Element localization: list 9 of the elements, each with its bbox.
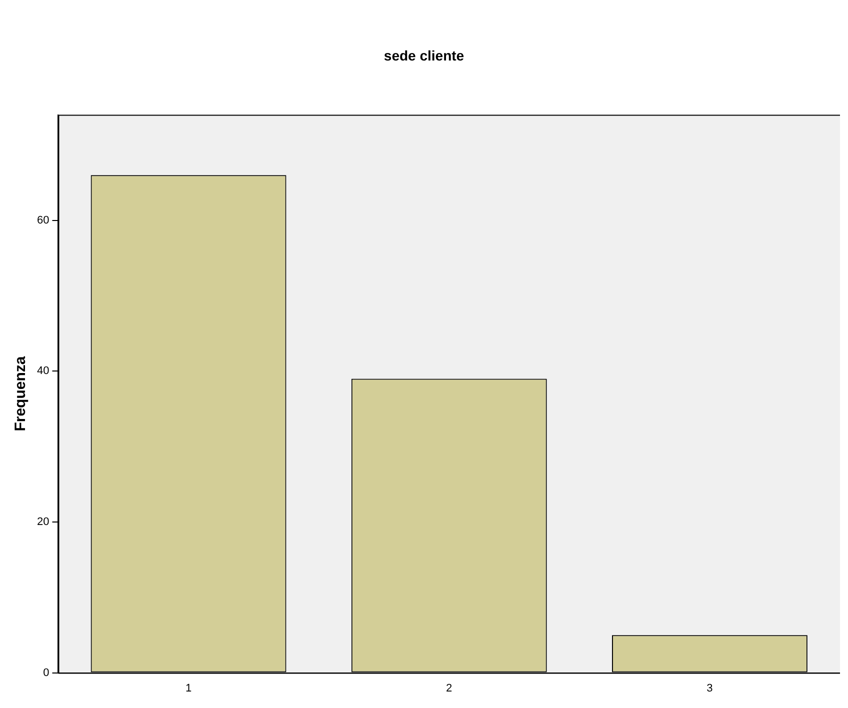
x-tick-label: 3 [706, 682, 713, 694]
y-tick-label: 0 [43, 666, 50, 679]
chart-title: sede cliente [384, 47, 464, 64]
y-tick-label: 40 [36, 365, 50, 378]
y-axis-title: Frequenza [12, 356, 30, 432]
y-tick-label: 20 [36, 516, 50, 528]
x-tick-label: 2 [446, 682, 452, 694]
y-tick-label: 60 [36, 214, 50, 226]
x-tick-label: 1 [185, 682, 192, 694]
